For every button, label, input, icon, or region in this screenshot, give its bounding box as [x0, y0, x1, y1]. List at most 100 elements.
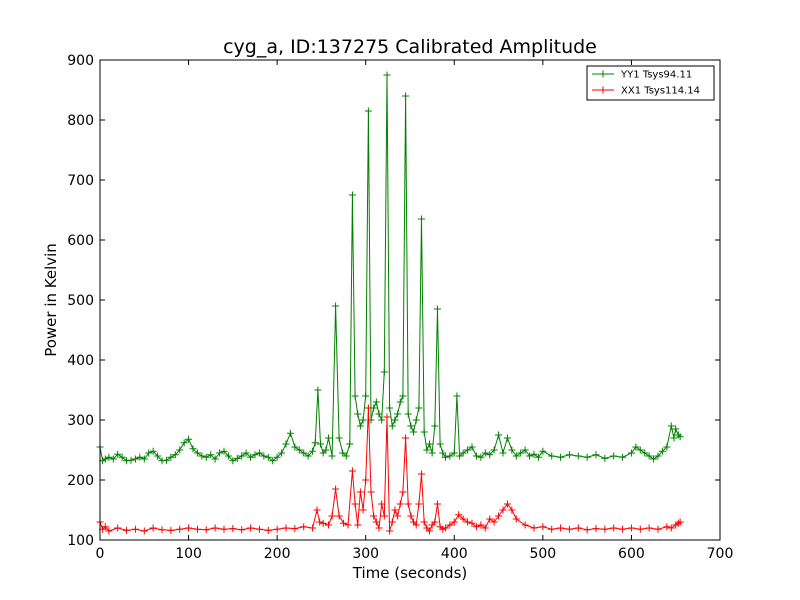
data-point	[601, 454, 609, 462]
data-point	[645, 452, 653, 460]
data-point	[229, 525, 237, 533]
y-tick-label: 600	[67, 233, 94, 249]
data-point	[260, 452, 268, 460]
data-point	[565, 525, 573, 533]
data-point	[202, 453, 210, 461]
data-point	[450, 518, 458, 526]
data-point	[328, 512, 336, 520]
data-point	[521, 521, 529, 529]
data-point	[291, 525, 299, 533]
data-point	[468, 519, 476, 527]
data-point	[309, 524, 317, 532]
data-point	[557, 524, 565, 532]
data-point	[441, 524, 449, 532]
data-point	[375, 410, 383, 418]
data-point	[418, 470, 426, 478]
data-point	[372, 398, 380, 406]
data-point	[202, 526, 210, 534]
y-axis-label: Power in Kelvin	[42, 243, 60, 357]
data-point	[650, 455, 658, 463]
data-point	[450, 449, 458, 457]
data-point	[632, 443, 640, 451]
data-point	[394, 512, 402, 520]
data-point	[391, 506, 399, 514]
data-point	[490, 446, 498, 454]
data-point	[295, 446, 303, 454]
data-point	[238, 452, 246, 460]
data-point	[101, 455, 109, 463]
x-tick-label: 600	[618, 546, 645, 562]
x-axis-label: Time (seconds)	[352, 564, 468, 582]
data-point	[216, 449, 224, 457]
y-tick-label: 800	[67, 113, 94, 129]
data-point	[464, 446, 472, 454]
data-point	[255, 525, 263, 533]
y-tick-label: 100	[67, 533, 94, 549]
data-point	[273, 525, 281, 533]
data-point	[521, 446, 529, 454]
data-point	[364, 107, 372, 115]
data-point	[198, 452, 206, 460]
y-tick-label: 900	[67, 53, 94, 69]
data-point	[378, 416, 386, 424]
data-point	[193, 449, 201, 457]
data-point	[309, 447, 317, 455]
data-point	[410, 428, 418, 436]
series-layer	[96, 71, 684, 535]
data-point	[446, 452, 454, 460]
x-tick-label: 400	[441, 546, 468, 562]
y-axis: 100 200 300 400 500 600 700 800 900	[67, 53, 720, 549]
data-point	[158, 457, 166, 465]
data-point	[304, 452, 312, 460]
data-point	[354, 410, 362, 418]
data-point	[354, 521, 362, 529]
data-point	[539, 447, 547, 455]
data-point	[674, 431, 682, 439]
data-point	[322, 446, 330, 454]
data-point	[499, 506, 507, 514]
data-point	[557, 453, 565, 461]
data-point	[627, 449, 635, 457]
data-point	[583, 453, 591, 461]
data-point	[592, 451, 600, 459]
data-point	[383, 71, 391, 79]
legend-swatch-marker	[599, 86, 607, 94]
x-tick-label: 500	[529, 546, 556, 562]
data-point	[356, 488, 364, 496]
data-point	[481, 449, 489, 457]
data-point	[136, 453, 144, 461]
data-point	[362, 476, 370, 484]
data-point	[530, 524, 538, 532]
data-point	[380, 368, 388, 376]
data-point	[425, 527, 433, 535]
data-point	[375, 524, 383, 532]
data-point	[627, 524, 635, 532]
data-point	[420, 518, 428, 526]
data-point	[269, 457, 277, 465]
data-point	[508, 446, 516, 454]
data-point	[415, 404, 423, 412]
data-point	[114, 524, 122, 532]
data-point	[446, 521, 454, 529]
data-point	[512, 452, 520, 460]
data-point	[565, 451, 573, 459]
data-point	[278, 449, 286, 457]
data-point	[372, 518, 380, 526]
data-point	[189, 445, 197, 453]
data-point	[346, 440, 354, 448]
data-point	[663, 443, 671, 451]
data-point	[453, 392, 461, 400]
data-point	[123, 457, 131, 465]
data-point	[574, 452, 582, 460]
y-tick-label: 400	[67, 353, 94, 369]
data-point	[464, 518, 472, 526]
data-point	[251, 451, 259, 459]
data-point	[311, 439, 319, 447]
y-tick-label: 300	[67, 413, 94, 429]
data-point	[185, 435, 193, 443]
data-point	[530, 450, 538, 458]
data-point	[517, 449, 525, 457]
data-point	[109, 455, 117, 463]
data-point	[407, 422, 415, 430]
